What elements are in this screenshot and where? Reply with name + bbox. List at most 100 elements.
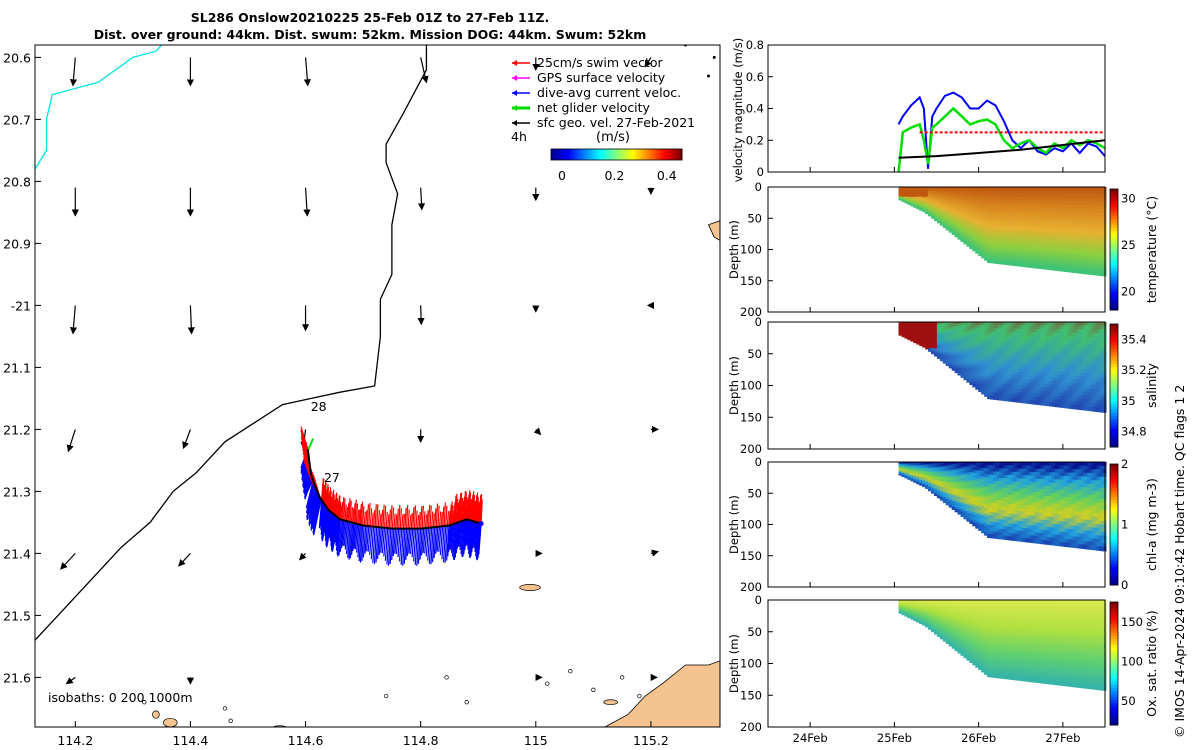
section-cell — [1054, 374, 1060, 380]
section-cell — [963, 203, 968, 207]
swim-vector — [466, 499, 469, 520]
section-cell — [989, 353, 995, 359]
section-cell — [1034, 322, 1039, 327]
section-cell — [948, 475, 954, 478]
section-cell — [1096, 407, 1101, 413]
section-cell — [1019, 226, 1024, 231]
section-cell — [1081, 190, 1086, 196]
section-cell — [928, 195, 933, 198]
section-cell — [957, 214, 963, 219]
section-cell — [925, 330, 930, 333]
section-cell — [981, 245, 986, 250]
section-cell — [992, 360, 998, 365]
section-cell — [936, 201, 942, 205]
depth-ylabel: Depth (m) — [727, 220, 741, 279]
section-cell — [936, 322, 942, 325]
section-cell — [995, 322, 1001, 327]
section-cell — [1057, 388, 1063, 394]
section-cell — [1075, 358, 1080, 363]
section-cell — [963, 353, 968, 357]
section-cell — [989, 357, 995, 362]
section-cell — [1084, 240, 1089, 246]
section-cell — [1040, 214, 1045, 219]
section-cell — [1096, 377, 1101, 383]
section-cell — [998, 396, 1004, 401]
section-cell — [936, 330, 942, 334]
section-cell — [1090, 399, 1095, 405]
section-cell — [1078, 398, 1083, 403]
section-cell — [1078, 254, 1083, 260]
section-cell — [1084, 230, 1089, 235]
section-cell — [1063, 200, 1069, 206]
section-cell — [942, 354, 948, 357]
section-cell — [995, 370, 1001, 375]
current-vector — [364, 525, 368, 554]
section-cell — [995, 221, 1001, 227]
section-colorbar-frame — [1109, 188, 1119, 311]
section-cell — [1096, 267, 1101, 273]
velocity-ylabel: velocity magnitude (m/s) — [731, 38, 745, 183]
section-cell — [948, 229, 954, 233]
section-cell — [978, 467, 983, 472]
section-cell — [951, 367, 957, 371]
section-cell — [972, 356, 977, 361]
swim-vector — [462, 496, 466, 521]
current-vector — [345, 521, 350, 555]
colorbar-cell — [625, 149, 628, 160]
section-cell — [1022, 256, 1027, 261]
section-cell — [1057, 187, 1063, 192]
section-cell — [1001, 241, 1007, 246]
section-cell — [969, 355, 974, 360]
colorbar-cell — [609, 149, 613, 160]
section-cell — [1087, 391, 1092, 397]
section-cell — [998, 462, 1004, 467]
section-cell — [1078, 405, 1083, 411]
section-cell — [1031, 233, 1036, 239]
section-cell — [992, 250, 998, 255]
section-cell — [1048, 210, 1054, 216]
section-cell — [992, 205, 998, 211]
section-cell — [922, 210, 927, 213]
colorbar-cell — [561, 149, 565, 160]
section-cell — [1078, 351, 1083, 356]
section-cell — [925, 339, 930, 342]
section-colorbar-cell — [1110, 333, 1118, 337]
section-cell — [981, 354, 986, 359]
section-cell — [1102, 404, 1107, 410]
section-cell — [987, 337, 992, 343]
section-cell — [1031, 257, 1036, 262]
section-cell — [1087, 366, 1092, 371]
section-cell — [1069, 379, 1075, 384]
section-cell — [989, 527, 995, 533]
section-cell — [936, 484, 942, 487]
swim-vector — [479, 493, 483, 524]
section-cell — [1096, 344, 1101, 349]
section-cell — [1099, 187, 1104, 192]
section-cell — [1078, 325, 1083, 331]
section-cell — [928, 194, 933, 197]
section-cell — [966, 334, 971, 338]
section-cell — [1022, 236, 1027, 241]
section-cell — [957, 500, 963, 504]
section-cell — [987, 379, 992, 384]
section-cell — [969, 230, 974, 234]
section-cell — [1031, 345, 1036, 351]
section-cell — [998, 187, 1004, 192]
section-cell — [960, 509, 965, 513]
section-cell — [939, 204, 945, 207]
section-cell — [978, 385, 983, 390]
section-cell — [931, 187, 936, 190]
section-cell — [925, 204, 930, 207]
section-cell — [972, 346, 977, 350]
section-cell — [1081, 204, 1086, 210]
section-cell — [1010, 193, 1016, 198]
section-cell — [1096, 245, 1101, 251]
section-cell — [972, 522, 977, 527]
section-cell — [957, 470, 963, 474]
section-cell — [978, 498, 983, 503]
section-cell — [939, 474, 945, 478]
section-cell — [1093, 190, 1098, 196]
section-cell — [987, 249, 992, 254]
section-cell — [1028, 187, 1033, 192]
section-cell — [1048, 363, 1054, 369]
